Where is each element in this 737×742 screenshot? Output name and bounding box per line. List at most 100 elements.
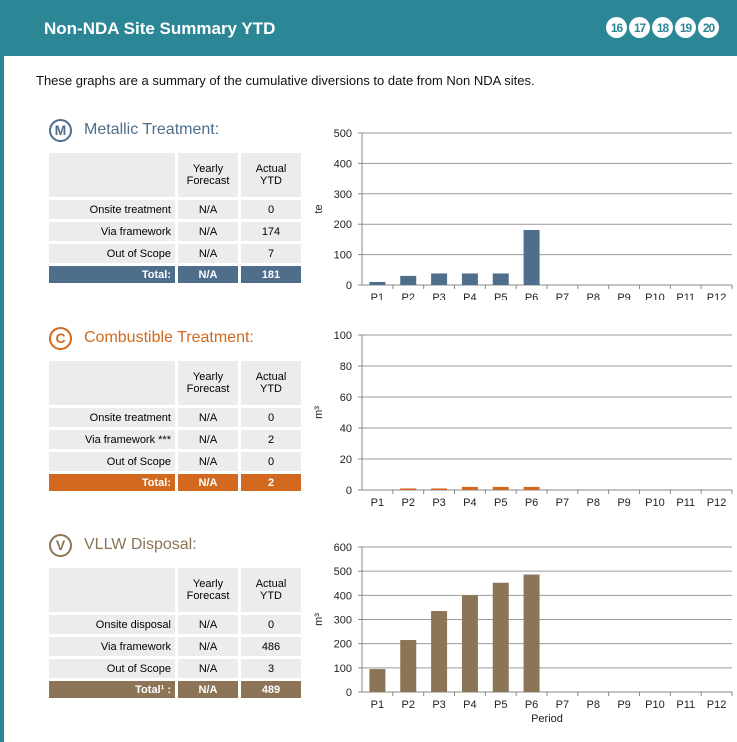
y-tick-label: 100 — [334, 663, 352, 675]
table-row: Via framework N/A 174 — [49, 222, 301, 241]
x-tick-label: P2 — [402, 699, 415, 711]
table-cell: 0 — [241, 452, 301, 471]
x-tick-label: P5 — [494, 497, 507, 507]
table-row: Onsite treatment N/A 0 — [49, 408, 301, 427]
chart: 0 100 200 300 400 500 P1 P2 P3 P4 P5 P6 P7 P8 P9 P10 P11… — [313, 128, 733, 300]
table-cell: N/A — [178, 637, 238, 656]
table-row: Out of Scope N/A 3 — [49, 659, 301, 678]
y-tick-label: 300 — [334, 189, 352, 201]
table-row: Out of Scope N/A 7 — [49, 244, 301, 263]
y-tick-label: 0 — [346, 687, 352, 699]
bar — [400, 640, 417, 692]
y-tick-label: 500 — [334, 128, 352, 140]
table-header: Yearly Forecast Actual YTD — [49, 361, 301, 405]
x-tick-label: P3 — [432, 497, 445, 507]
x-tick-label: P8 — [587, 292, 600, 300]
y-tick-label: 80 — [340, 361, 352, 373]
table-cell: 0 — [241, 200, 301, 219]
bar — [461, 273, 478, 285]
x-tick-label: P2 — [402, 292, 415, 300]
total-cell: N/A — [178, 266, 238, 283]
x-tick-label: P12 — [707, 292, 727, 300]
x-tick-label: P9 — [617, 497, 630, 507]
section-title-text: Metallic Treatment: — [84, 121, 220, 138]
table-cell: N/A — [178, 222, 238, 241]
x-tick-label: P8 — [587, 699, 600, 711]
x-tick-label: P1 — [371, 497, 384, 507]
x-tick-label: P10 — [645, 292, 665, 300]
section: V VLLW Disposal: Yearly Forecast Actual YTD… — [49, 533, 309, 701]
x-tick-label: P11 — [676, 497, 695, 507]
table-cell: 7 — [241, 244, 301, 263]
badges: 16 17 18 19 20 — [606, 17, 719, 38]
x-tick-label: P8 — [587, 497, 600, 507]
table-cell: Onsite disposal — [49, 615, 175, 634]
x-tick-label: P1 — [371, 699, 384, 711]
y-tick-label: 100 — [334, 250, 352, 262]
section-icon: C — [49, 326, 72, 350]
table-cell: Via framework *** — [49, 430, 175, 449]
bar — [492, 486, 509, 490]
total-cell: N/A — [178, 474, 238, 491]
badge: 16 — [606, 17, 627, 38]
table-row: Onsite disposal N/A 0 — [49, 615, 301, 634]
table-cell: Via framework — [49, 637, 175, 656]
header-cell — [49, 568, 175, 612]
y-tick-label: 400 — [334, 590, 352, 602]
bar — [431, 611, 448, 692]
bar — [400, 488, 417, 490]
column-header: Yearly Forecast — [178, 568, 238, 612]
total-cell: Total: — [49, 266, 175, 283]
table-cell: 486 — [241, 637, 301, 656]
x-tick-label: P7 — [556, 497, 569, 507]
total-cell: Total¹ : — [49, 681, 175, 698]
bar — [461, 486, 478, 490]
total-row: Total: N/A 2 — [49, 474, 301, 491]
x-tick-label: P11 — [676, 699, 695, 711]
table-cell: N/A — [178, 408, 238, 427]
column-header: Yearly Forecast — [178, 361, 238, 405]
x-tick-label: P12 — [707, 497, 727, 507]
y-axis-label: m³ — [313, 613, 325, 626]
x-tick-label: P3 — [432, 292, 445, 300]
x-tick-label: P5 — [494, 699, 507, 711]
badge: 17 — [629, 17, 650, 38]
table-cell: 2 — [241, 430, 301, 449]
bar — [492, 273, 509, 285]
total-cell: N/A — [178, 681, 238, 698]
y-tick-label: 600 — [334, 542, 352, 554]
total-row: Total: N/A 181 — [49, 266, 301, 283]
x-tick-label: P3 — [432, 699, 445, 711]
column-header: Actual YTD — [241, 153, 301, 197]
x-tick-label: P12 — [707, 699, 727, 711]
bar — [461, 595, 478, 692]
y-tick-label: 0 — [346, 485, 352, 497]
section-icon: V — [49, 533, 72, 557]
header-title: Non-NDA Site Summary YTD — [44, 19, 276, 38]
table-cell: 0 — [241, 408, 301, 427]
x-tick-label: P7 — [556, 699, 569, 711]
bar — [369, 281, 386, 285]
section-title-text: VLLW Disposal: — [84, 536, 197, 553]
total-cell: 2 — [241, 474, 301, 491]
summary-table: Yearly Forecast Actual YTD Onsite treatmen… — [46, 150, 304, 286]
table-cell: N/A — [178, 244, 238, 263]
y-tick-label: 60 — [340, 392, 352, 404]
summary-table: Yearly Forecast Actual YTD Onsite treatmen… — [46, 358, 304, 494]
section-title: C Combustible Treatment: — [49, 326, 309, 350]
bar — [400, 275, 417, 285]
y-tick-label: 100 — [334, 330, 352, 342]
column-header: Yearly Forecast — [178, 153, 238, 197]
x-tick-label: P6 — [525, 497, 538, 507]
x-tick-label: P6 — [525, 292, 538, 300]
table-cell: 0 — [241, 615, 301, 634]
total-cell: Total: — [49, 474, 175, 491]
column-header: Actual YTD — [241, 361, 301, 405]
table-cell: N/A — [178, 659, 238, 678]
x-tick-label: P9 — [617, 699, 630, 711]
bar — [431, 488, 448, 490]
x-tick-label: P1 — [371, 292, 384, 300]
y-tick-label: 0 — [346, 280, 352, 292]
column-header: Actual YTD — [241, 568, 301, 612]
